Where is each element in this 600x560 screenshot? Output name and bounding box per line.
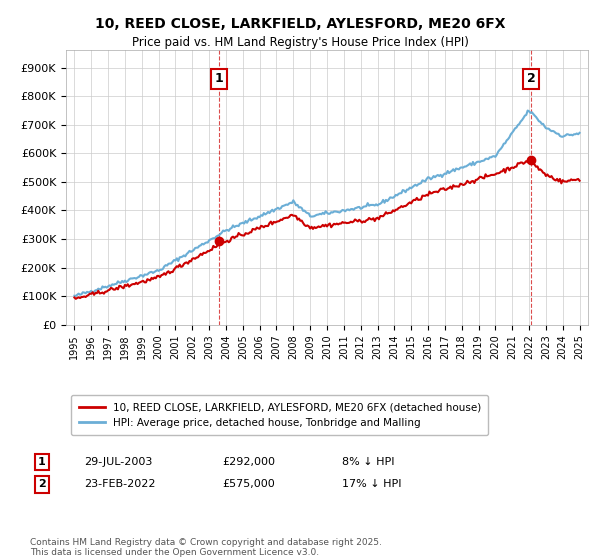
Text: £575,000: £575,000 bbox=[222, 479, 275, 489]
Legend: 10, REED CLOSE, LARKFIELD, AYLESFORD, ME20 6FX (detached house), HPI: Average pr: 10, REED CLOSE, LARKFIELD, AYLESFORD, ME… bbox=[71, 395, 488, 435]
Text: 1: 1 bbox=[38, 457, 46, 467]
Text: £292,000: £292,000 bbox=[222, 457, 275, 467]
Text: 10, REED CLOSE, LARKFIELD, AYLESFORD, ME20 6FX: 10, REED CLOSE, LARKFIELD, AYLESFORD, ME… bbox=[95, 17, 505, 31]
Text: 29-JUL-2003: 29-JUL-2003 bbox=[84, 457, 152, 467]
Text: 23-FEB-2022: 23-FEB-2022 bbox=[84, 479, 155, 489]
Text: Contains HM Land Registry data © Crown copyright and database right 2025.
This d: Contains HM Land Registry data © Crown c… bbox=[30, 538, 382, 557]
Text: 1: 1 bbox=[214, 72, 223, 86]
Text: 2: 2 bbox=[38, 479, 46, 489]
Text: 8% ↓ HPI: 8% ↓ HPI bbox=[342, 457, 395, 467]
Text: Price paid vs. HM Land Registry's House Price Index (HPI): Price paid vs. HM Land Registry's House … bbox=[131, 36, 469, 49]
Text: 2: 2 bbox=[527, 72, 536, 86]
Text: 17% ↓ HPI: 17% ↓ HPI bbox=[342, 479, 401, 489]
